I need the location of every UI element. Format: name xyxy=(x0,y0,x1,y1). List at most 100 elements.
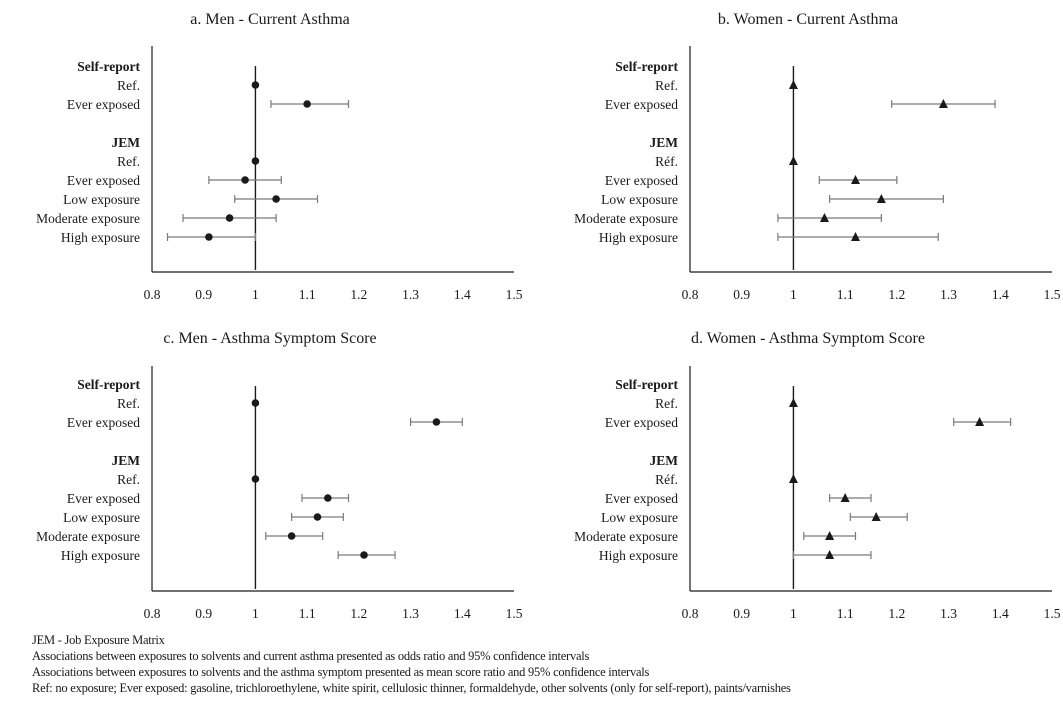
x-tick-label: 1.3 xyxy=(940,287,957,302)
estimate-marker xyxy=(313,513,322,521)
row-label: High exposure xyxy=(599,230,678,245)
row-label: Ever exposed xyxy=(605,173,678,188)
group-label: JEM xyxy=(112,453,141,468)
x-tick-label: 1.1 xyxy=(837,606,854,621)
row-label: Moderate exposure xyxy=(574,529,678,544)
estimate-marker xyxy=(241,176,249,184)
x-tick-label: 0.8 xyxy=(144,287,161,302)
row-label: High exposure xyxy=(61,548,140,563)
estimate-marker xyxy=(360,551,368,559)
estimate-marker xyxy=(938,99,948,108)
x-tick-label: 1.1 xyxy=(299,287,316,302)
x-tick-label: 1 xyxy=(252,287,259,302)
estimate-marker xyxy=(850,232,860,241)
estimate-marker xyxy=(251,399,260,407)
estimate-marker xyxy=(205,233,213,241)
estimate-marker xyxy=(324,494,332,502)
x-tick-label: 1.5 xyxy=(506,606,523,621)
estimate-marker xyxy=(871,512,881,521)
panel-3: c. Men - Asthma Symptom Score 0.8 0.9 1 1.1 1… xyxy=(36,330,523,621)
row-label: Ref. xyxy=(655,78,678,93)
row-label: Ever exposed xyxy=(67,415,140,430)
x-tick-label: 1.3 xyxy=(402,287,419,302)
row-label: Moderate exposure xyxy=(36,529,140,544)
x-tick-label: 1.1 xyxy=(299,606,316,621)
estimate-marker xyxy=(272,195,280,203)
x-tick-label: 1.5 xyxy=(1044,606,1061,621)
x-tick-label: 1.2 xyxy=(350,606,367,621)
group-label: Self-report xyxy=(615,59,678,74)
x-tick-label: 0.8 xyxy=(682,287,699,302)
estimate-marker xyxy=(788,398,798,407)
row-label: Ever exposed xyxy=(605,491,678,506)
x-tick-label: 0.9 xyxy=(733,606,750,621)
x-tick-label: 1 xyxy=(252,606,259,621)
x-tick-label: 1.2 xyxy=(350,287,367,302)
row-label: Ever exposed xyxy=(67,173,140,188)
row-label: Ever exposed xyxy=(605,97,678,112)
footnotes: JEM - Job Exposure Matrix Associations b… xyxy=(32,632,1063,696)
row-label: Réf. xyxy=(655,472,678,487)
row-label: Moderate exposure xyxy=(574,211,678,226)
footnote-odds-ratio: Associations between exposures to solven… xyxy=(32,649,590,663)
group-label: JEM xyxy=(112,135,141,150)
estimate-marker xyxy=(432,418,441,426)
x-tick-label: 1.4 xyxy=(992,287,1009,302)
estimate-marker xyxy=(251,475,260,483)
x-tick-label: 0.9 xyxy=(195,606,212,621)
row-label: Ref. xyxy=(117,154,140,169)
row-label: Moderate exposure xyxy=(36,211,140,226)
x-tick-label: 0.8 xyxy=(144,606,161,621)
row-label: Ever exposed xyxy=(605,415,678,430)
x-tick-label: 1 xyxy=(790,287,797,302)
group-label: Self-report xyxy=(77,59,140,74)
x-tick-label: 0.9 xyxy=(733,287,750,302)
panel-title: a. Men - Current Asthma xyxy=(190,11,350,28)
row-label: Ref. xyxy=(117,472,140,487)
x-tick-label: 1.5 xyxy=(1044,287,1061,302)
group-label: Self-report xyxy=(77,377,140,392)
estimate-marker xyxy=(788,156,798,165)
group-label: Self-report xyxy=(615,377,678,392)
estimate-marker xyxy=(788,80,798,89)
row-label: Ever exposed xyxy=(67,491,140,506)
x-tick-label: 0.8 xyxy=(682,606,699,621)
row-label: High exposure xyxy=(599,548,678,563)
group-label: JEM xyxy=(650,135,679,150)
row-label: Réf. xyxy=(655,154,678,169)
row-label: Ever exposed xyxy=(67,97,140,112)
x-tick-label: 1.4 xyxy=(454,606,471,621)
estimate-marker xyxy=(876,194,886,203)
group-label: JEM xyxy=(650,453,679,468)
row-label: Low exposure xyxy=(601,192,678,207)
row-label: Low exposure xyxy=(63,510,140,525)
estimate-marker xyxy=(225,214,234,222)
estimate-marker xyxy=(825,531,835,540)
x-tick-label: 1.3 xyxy=(402,606,419,621)
x-tick-label: 1.3 xyxy=(940,606,957,621)
panel-title: c. Men - Asthma Symptom Score xyxy=(163,330,376,347)
estimate-marker xyxy=(251,157,260,165)
estimate-marker xyxy=(825,550,835,559)
panel-1: a. Men - Current Asthma 0.8 0.9 1 1.1 1.2 1.3 1… xyxy=(36,11,523,302)
panel-2: b. Women - Current Asthma 0.8 0.9 1 1.1 1.2 1.… xyxy=(574,11,1061,302)
x-tick-label: 1.5 xyxy=(506,287,523,302)
estimate-marker xyxy=(287,532,296,540)
row-label: Low exposure xyxy=(63,192,140,207)
estimate-marker xyxy=(840,493,850,502)
panel-title: b. Women - Current Asthma xyxy=(718,11,898,28)
row-label: Ref. xyxy=(655,396,678,411)
x-tick-label: 1.2 xyxy=(888,606,905,621)
footnote-definitions: Ref: no exposure; Ever exposed: gasoline… xyxy=(32,681,791,695)
estimate-marker xyxy=(819,213,829,222)
row-label: Ref. xyxy=(117,78,140,93)
panel-4: d. Women - Asthma Symptom Score 0.8 0.9 1 1.… xyxy=(574,330,1061,621)
x-tick-label: 1.1 xyxy=(837,287,854,302)
x-tick-label: 1.4 xyxy=(992,606,1009,621)
footnote-score-ratio: Associations between exposures to solven… xyxy=(32,665,650,679)
x-tick-label: 1 xyxy=(790,606,797,621)
row-label: High exposure xyxy=(61,230,140,245)
panel-title: d. Women - Asthma Symptom Score xyxy=(691,330,925,347)
estimate-marker xyxy=(975,417,985,426)
